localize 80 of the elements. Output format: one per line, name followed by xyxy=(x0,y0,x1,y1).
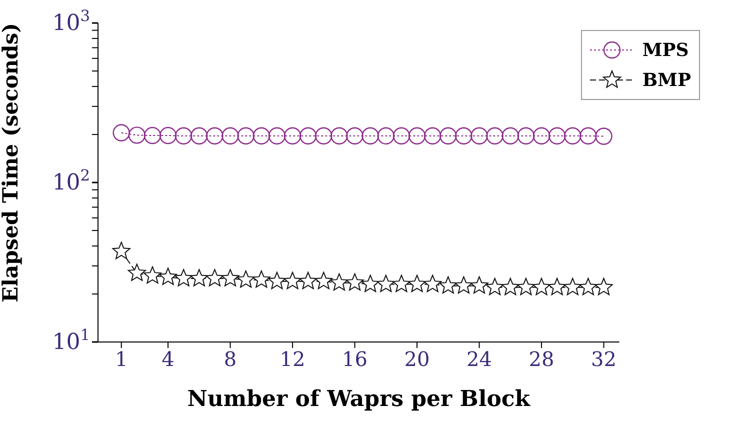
point xyxy=(159,126,177,144)
legend-label: MPS xyxy=(642,40,689,60)
y-tick-label: 10$^{2}$ xyxy=(52,166,90,196)
point xyxy=(361,274,380,292)
y-tick-label: 10$^{1}$ xyxy=(52,326,90,355)
point xyxy=(236,270,255,288)
point xyxy=(190,269,208,286)
x-tick-label: 12 xyxy=(280,347,306,371)
point xyxy=(439,276,458,294)
point xyxy=(206,127,224,144)
point xyxy=(501,278,520,296)
point xyxy=(376,274,395,292)
x-tick-label: 8 xyxy=(224,347,237,371)
x-tick-label: 32 xyxy=(591,347,616,371)
point xyxy=(237,127,254,144)
point xyxy=(486,278,504,296)
point xyxy=(470,127,488,144)
point xyxy=(455,127,472,144)
point xyxy=(252,127,270,144)
point xyxy=(314,272,333,290)
point xyxy=(174,269,193,286)
point xyxy=(486,127,504,144)
point xyxy=(112,242,130,260)
point xyxy=(548,278,566,296)
point xyxy=(128,126,146,144)
point xyxy=(283,272,302,290)
point xyxy=(144,126,162,144)
point xyxy=(517,127,535,144)
point xyxy=(158,268,178,285)
point xyxy=(330,127,348,144)
point xyxy=(564,278,582,296)
point xyxy=(424,127,442,144)
point xyxy=(532,278,551,296)
point xyxy=(221,269,240,286)
point xyxy=(206,269,224,286)
point xyxy=(128,264,146,281)
point xyxy=(143,266,162,284)
point xyxy=(252,270,270,288)
x-tick-label: 16 xyxy=(342,347,368,371)
point xyxy=(362,127,379,144)
point xyxy=(299,127,317,144)
x-tick-label: 4 xyxy=(162,347,174,371)
point xyxy=(548,127,566,144)
point xyxy=(454,276,473,294)
point xyxy=(315,127,332,144)
x-tick-label: 24 xyxy=(466,347,492,371)
point xyxy=(408,274,426,292)
point xyxy=(268,127,286,144)
point xyxy=(502,127,519,144)
point xyxy=(299,272,318,290)
point xyxy=(268,272,286,290)
x-tick-label: 28 xyxy=(528,347,554,371)
point xyxy=(564,127,582,144)
point xyxy=(440,127,457,144)
x-tick-label: 20 xyxy=(404,347,430,371)
point xyxy=(424,274,442,292)
point xyxy=(377,127,394,144)
legend-label: BMP xyxy=(642,70,691,90)
point xyxy=(222,127,239,144)
x-axis-title: Number of Waprs per Block xyxy=(187,386,531,412)
point xyxy=(346,273,364,291)
y-axis-title: Elapsed Time (seconds) xyxy=(0,22,22,302)
point xyxy=(112,124,130,142)
point xyxy=(579,278,598,296)
point xyxy=(580,127,597,144)
point xyxy=(470,276,488,294)
point xyxy=(190,127,208,144)
point xyxy=(516,278,535,296)
point xyxy=(284,127,302,144)
point xyxy=(346,127,364,144)
point xyxy=(594,278,613,296)
point xyxy=(174,127,192,144)
point xyxy=(408,127,426,144)
y-tick-label: 10$^{3}$ xyxy=(52,7,90,36)
point xyxy=(392,274,411,292)
point xyxy=(392,127,410,144)
point xyxy=(595,128,612,145)
x-tick-label: 1 xyxy=(114,347,128,371)
point xyxy=(532,127,550,144)
point xyxy=(330,273,348,291)
